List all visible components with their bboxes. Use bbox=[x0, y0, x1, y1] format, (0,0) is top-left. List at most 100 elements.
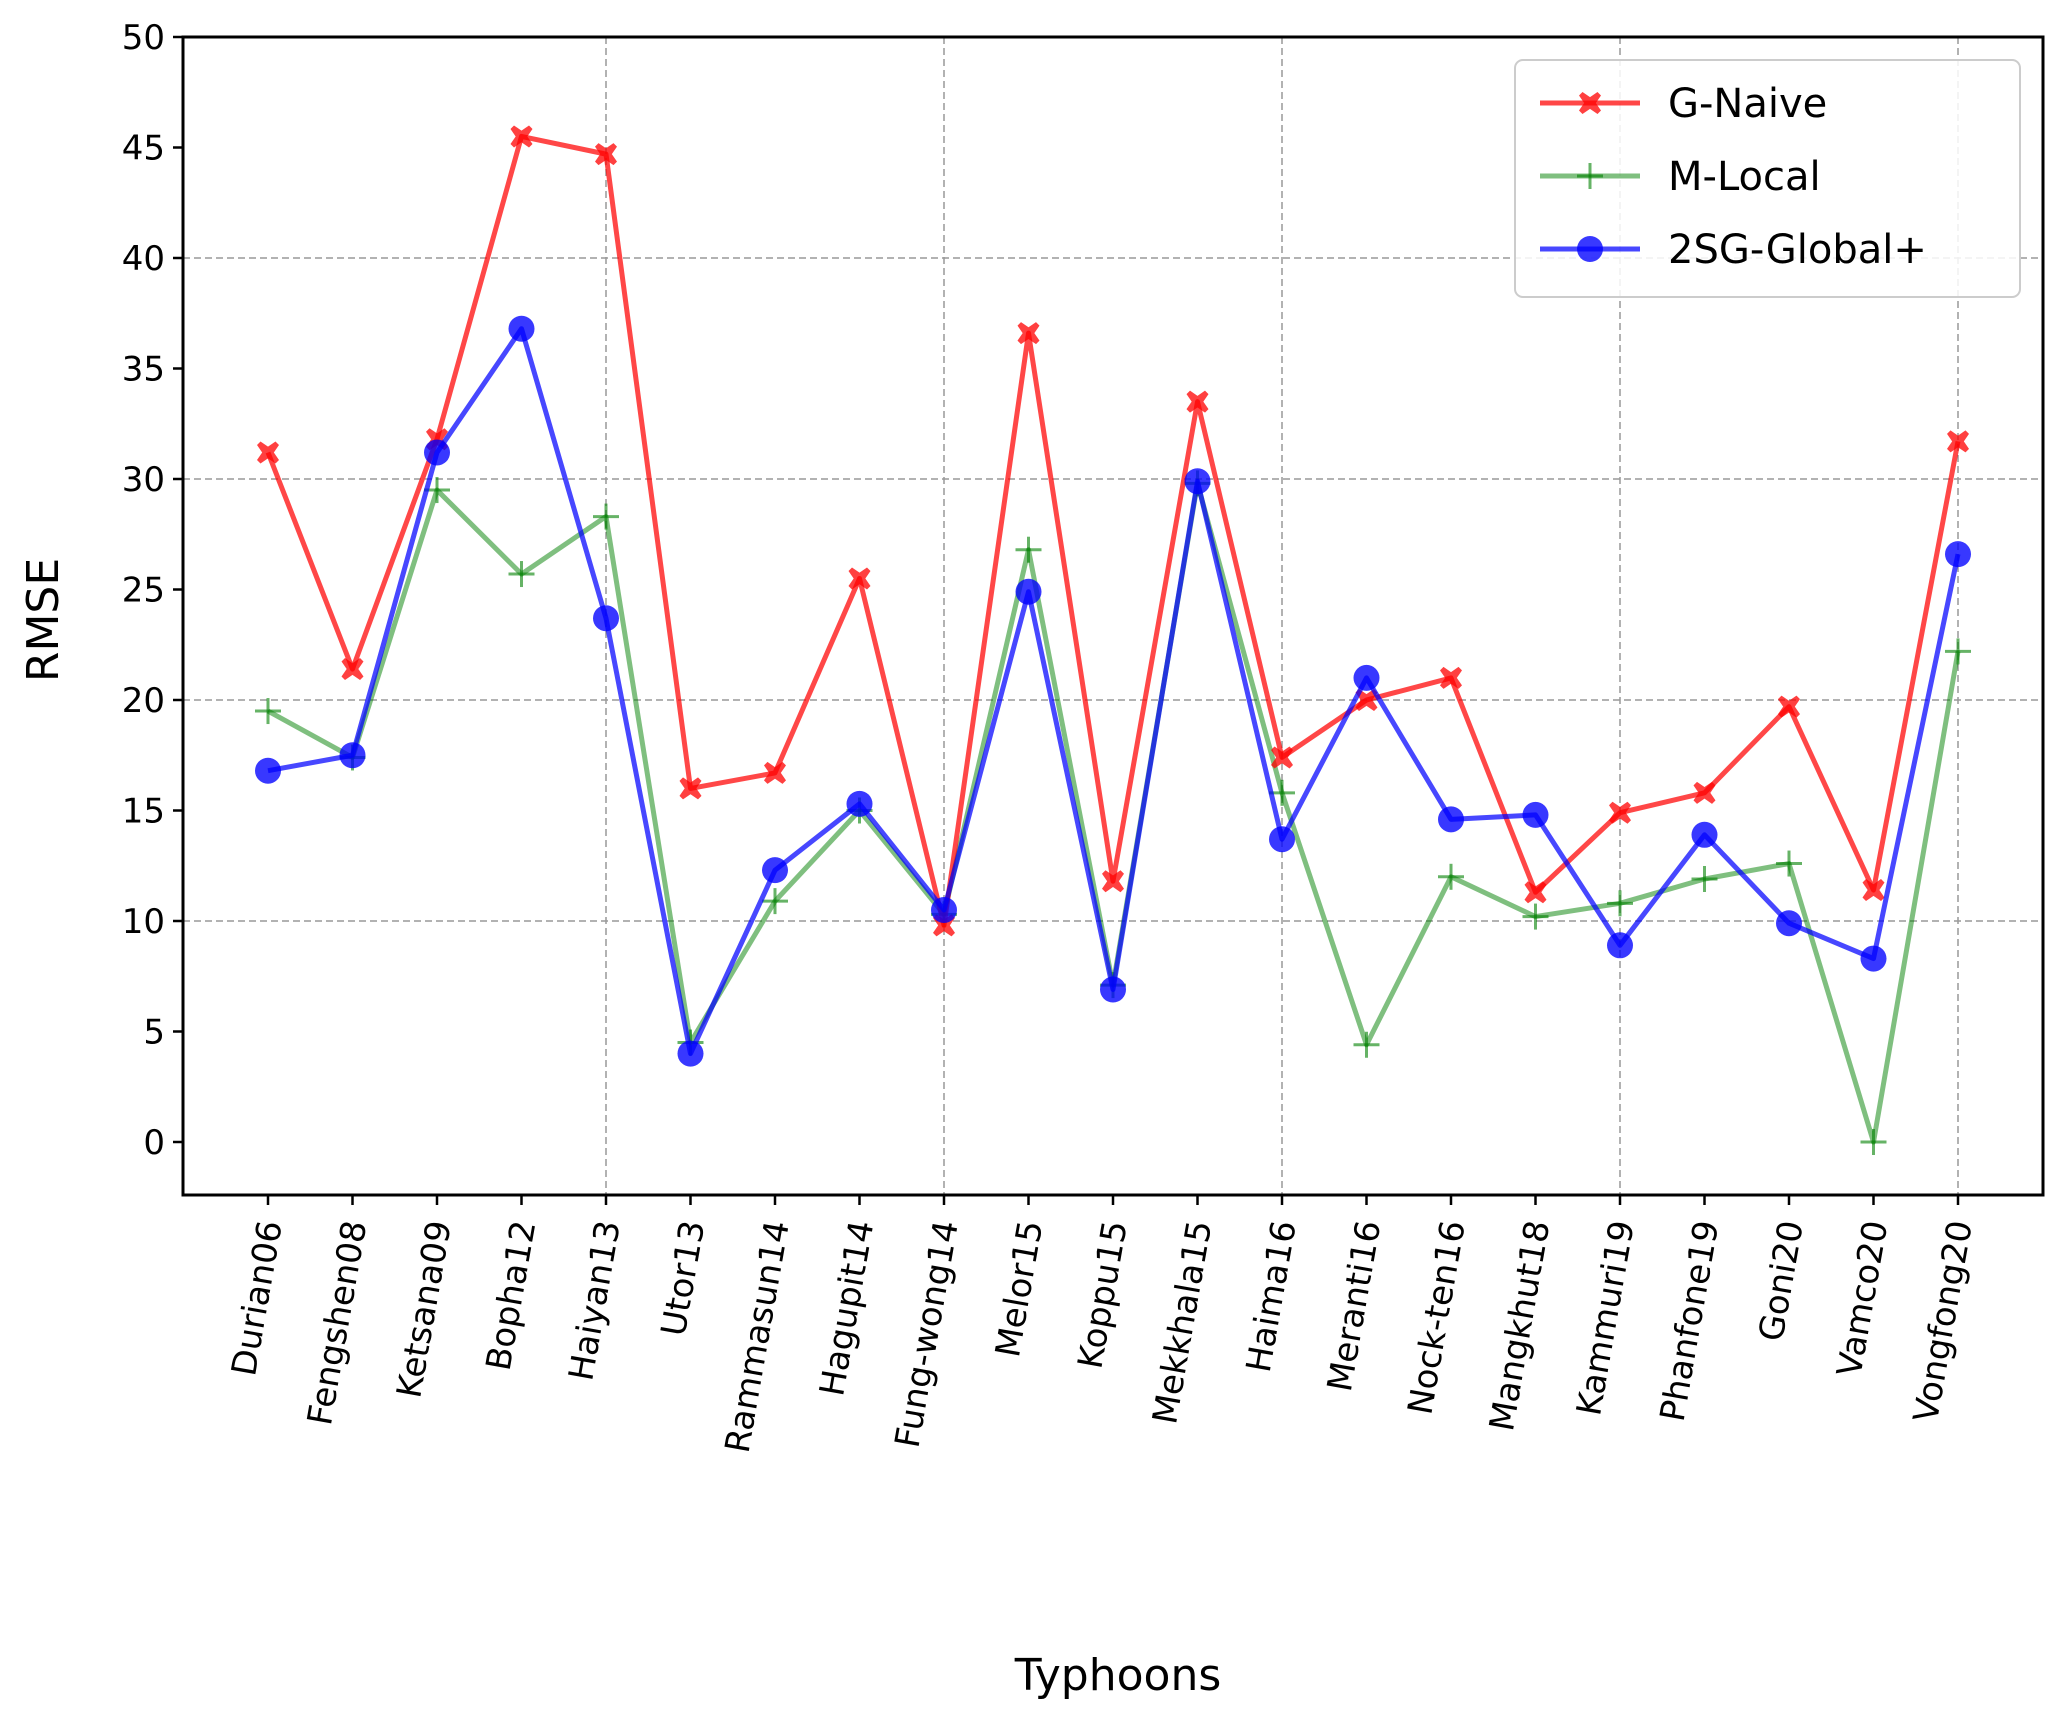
x-axis-label: Typhoons bbox=[1014, 1650, 1222, 1701]
data-point bbox=[508, 315, 535, 342]
x-tick-label: Meranti16 bbox=[1320, 1218, 1389, 1395]
x-tick-label: Rammasun14 bbox=[718, 1218, 798, 1456]
data-point bbox=[1609, 801, 1631, 824]
y-tick-label: 20 bbox=[122, 681, 165, 721]
x-tick-label: Vamco20 bbox=[1830, 1218, 1897, 1380]
data-point bbox=[339, 742, 366, 769]
x-tick-label: Koppu15 bbox=[1071, 1218, 1136, 1372]
data-point bbox=[255, 757, 281, 784]
legend-label: G-Naive bbox=[1668, 81, 1827, 127]
y-tick-label: 25 bbox=[122, 571, 165, 611]
x-tick-label: Phanfone19 bbox=[1653, 1218, 1728, 1425]
y-tick-label: 30 bbox=[122, 460, 165, 500]
legend-item: 2SG-Global+ bbox=[1540, 227, 1927, 273]
series-2sg-global- bbox=[255, 315, 1971, 1067]
x-tick-label: Haiyan13 bbox=[561, 1218, 628, 1384]
data-point bbox=[846, 790, 873, 817]
data-point bbox=[1269, 826, 1295, 853]
y-axis: 0 5 10 15 20 25 30 35 40 45 50 bbox=[122, 18, 183, 1163]
data-point bbox=[595, 143, 617, 166]
data-point bbox=[1947, 430, 1969, 453]
data-point bbox=[1607, 932, 1633, 959]
x-tick-label: Kammuri19 bbox=[1569, 1218, 1643, 1419]
data-point bbox=[1438, 806, 1464, 833]
legend-marker bbox=[1577, 163, 1603, 189]
data-point bbox=[1862, 879, 1885, 902]
x-tick-label: Hagupit14 bbox=[812, 1218, 882, 1399]
data-point bbox=[848, 567, 871, 590]
legend-label: M-Local bbox=[1668, 154, 1821, 200]
data-point bbox=[593, 503, 619, 530]
y-axis-label: RMSE bbox=[18, 558, 69, 682]
data-point bbox=[1271, 746, 1293, 769]
legend-marker bbox=[1579, 92, 1601, 114]
data-point bbox=[255, 698, 281, 725]
x-tick-label: Fung-wong14 bbox=[888, 1218, 967, 1451]
y-tick-label: 40 bbox=[122, 239, 165, 279]
data-point bbox=[1693, 781, 1716, 804]
legend-item: G-Naive bbox=[1540, 81, 1827, 127]
data-point bbox=[1524, 881, 1547, 904]
data-point bbox=[508, 561, 535, 588]
legend: G-Naive M-Local 2SG-Global+ bbox=[1514, 59, 2021, 298]
data-point bbox=[1860, 945, 1887, 972]
data-point bbox=[1776, 850, 1802, 877]
x-axis: Durian06 Fengshen08 Ketsana09 Bopha12 Haiyan… bbox=[224, 1195, 1981, 1456]
data-point bbox=[1776, 910, 1802, 937]
series-group bbox=[255, 125, 1971, 1155]
x-tick-label: Melor15 bbox=[988, 1218, 1051, 1361]
data-point bbox=[1440, 666, 1462, 689]
data-point bbox=[1691, 866, 1718, 893]
legend-box bbox=[1514, 59, 2021, 298]
x-tick-label: Mangkhut18 bbox=[1482, 1218, 1558, 1434]
x-tick-label: Fengshen08 bbox=[300, 1218, 375, 1429]
x-tick-label: Utor13 bbox=[654, 1218, 714, 1339]
data-point bbox=[762, 888, 788, 915]
data-point bbox=[424, 439, 450, 466]
data-point bbox=[677, 1040, 704, 1067]
data-point bbox=[1438, 863, 1464, 890]
y-tick-label: 10 bbox=[122, 902, 165, 942]
x-tick-label: Vongfong20 bbox=[1906, 1218, 1981, 1426]
y-tick-label: 5 bbox=[143, 1013, 165, 1053]
x-tick-label: Nock-ten16 bbox=[1400, 1218, 1473, 1418]
data-point bbox=[1015, 578, 1042, 605]
x-tick-label: Haima16 bbox=[1239, 1218, 1305, 1376]
data-point bbox=[1691, 821, 1718, 848]
y-tick-label: 15 bbox=[122, 792, 165, 832]
data-point bbox=[931, 896, 957, 923]
data-point bbox=[1860, 1129, 1887, 1155]
data-point bbox=[1607, 890, 1633, 917]
data-point bbox=[1778, 695, 1800, 718]
data-point bbox=[593, 605, 619, 632]
data-point bbox=[1017, 322, 1040, 345]
data-point bbox=[257, 441, 279, 464]
data-point bbox=[1522, 801, 1549, 828]
x-tick-label: Mekkhala15 bbox=[1145, 1218, 1220, 1427]
data-point bbox=[1353, 1031, 1380, 1058]
series-m-local bbox=[255, 470, 1971, 1155]
x-tick-label: Durian06 bbox=[224, 1218, 291, 1379]
x-tick-label: Ketsana09 bbox=[389, 1218, 459, 1401]
series-line bbox=[267, 326, 1961, 1057]
data-point bbox=[1945, 638, 1971, 665]
data-point bbox=[1945, 541, 1971, 568]
data-point bbox=[1015, 536, 1042, 563]
legend-item: M-Local bbox=[1540, 154, 1821, 200]
x-tick-label: Goni20 bbox=[1751, 1218, 1811, 1345]
data-point bbox=[1186, 390, 1209, 413]
data-point bbox=[1102, 870, 1124, 893]
data-point bbox=[764, 761, 786, 784]
y-tick-label: 50 bbox=[122, 18, 165, 58]
data-point bbox=[1355, 689, 1378, 711]
data-point bbox=[762, 857, 788, 884]
legend-label: 2SG-Global+ bbox=[1668, 227, 1927, 273]
data-point bbox=[679, 777, 702, 800]
data-point bbox=[341, 658, 364, 681]
x-tick-label: Bopha12 bbox=[479, 1218, 545, 1374]
data-point bbox=[1100, 976, 1126, 1003]
y-tick-label: 0 bbox=[143, 1123, 165, 1163]
series-g-naive bbox=[257, 125, 1969, 937]
legend-marker bbox=[1577, 236, 1603, 262]
